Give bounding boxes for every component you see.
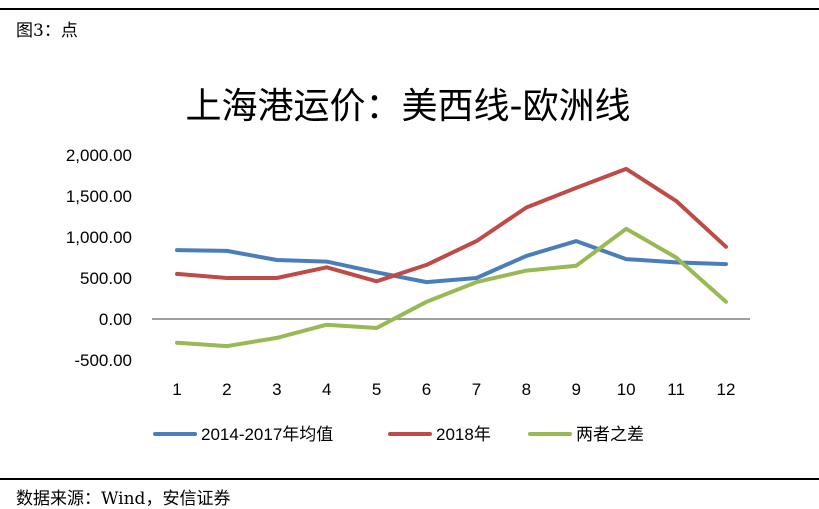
top-rule <box>0 8 819 10</box>
legend-label: 两者之差 <box>576 425 644 444</box>
x-tick-label: 12 <box>717 380 736 399</box>
y-tick-label: 0.00 <box>99 310 132 329</box>
x-tick-label: 9 <box>572 380 581 399</box>
x-tick-label: 4 <box>322 380 331 399</box>
series-lines <box>175 166 728 349</box>
x-tick-label: 5 <box>372 380 381 399</box>
y-tick-label: 500.00 <box>80 269 132 288</box>
y-tick-label: -500.00 <box>74 351 132 370</box>
x-tick-label: 8 <box>522 380 531 399</box>
x-tick-label: 2 <box>222 380 231 399</box>
x-tick-label: 1 <box>172 380 181 399</box>
bottom-rule <box>0 478 819 480</box>
legend-label: 2018年 <box>436 425 491 444</box>
x-tick-label: 7 <box>472 380 481 399</box>
chart-title: 上海港运价：美西线-欧洲线 <box>186 86 631 127</box>
series-line-1 <box>175 239 728 285</box>
legend: 2014-2017年均值 2018年 两者之差 <box>153 425 644 444</box>
x-tick-label: 11 <box>667 380 685 399</box>
legend-label: 2014-2017年均值 <box>201 425 333 444</box>
y-tick-label: 1,000.00 <box>66 228 132 247</box>
y-tick-label: 1,500.00 <box>66 187 132 206</box>
y-axis-tick-labels: -500.00 0.00 500.00 1,000.00 1,500.00 2,000.0… <box>66 146 132 370</box>
y-tick-label: 2,000.00 <box>66 146 132 165</box>
figure-label: 图3：点 <box>16 21 78 41</box>
x-tick-label: 10 <box>617 380 636 399</box>
x-tick-label: 3 <box>272 380 281 399</box>
x-axis-tick-labels: 1 2 3 4 5 6 7 8 9 10 11 12 <box>172 380 735 399</box>
source-note: 数据来源：Wind，安信证券 <box>16 489 231 509</box>
line-chart: 上海港运价：美西线-欧洲线 -500.00 0.00 500.00 1,000.00 1… <box>66 86 750 444</box>
x-tick-label: 6 <box>422 380 431 399</box>
series-line-3 <box>175 226 728 349</box>
series-line-2 <box>175 166 728 284</box>
